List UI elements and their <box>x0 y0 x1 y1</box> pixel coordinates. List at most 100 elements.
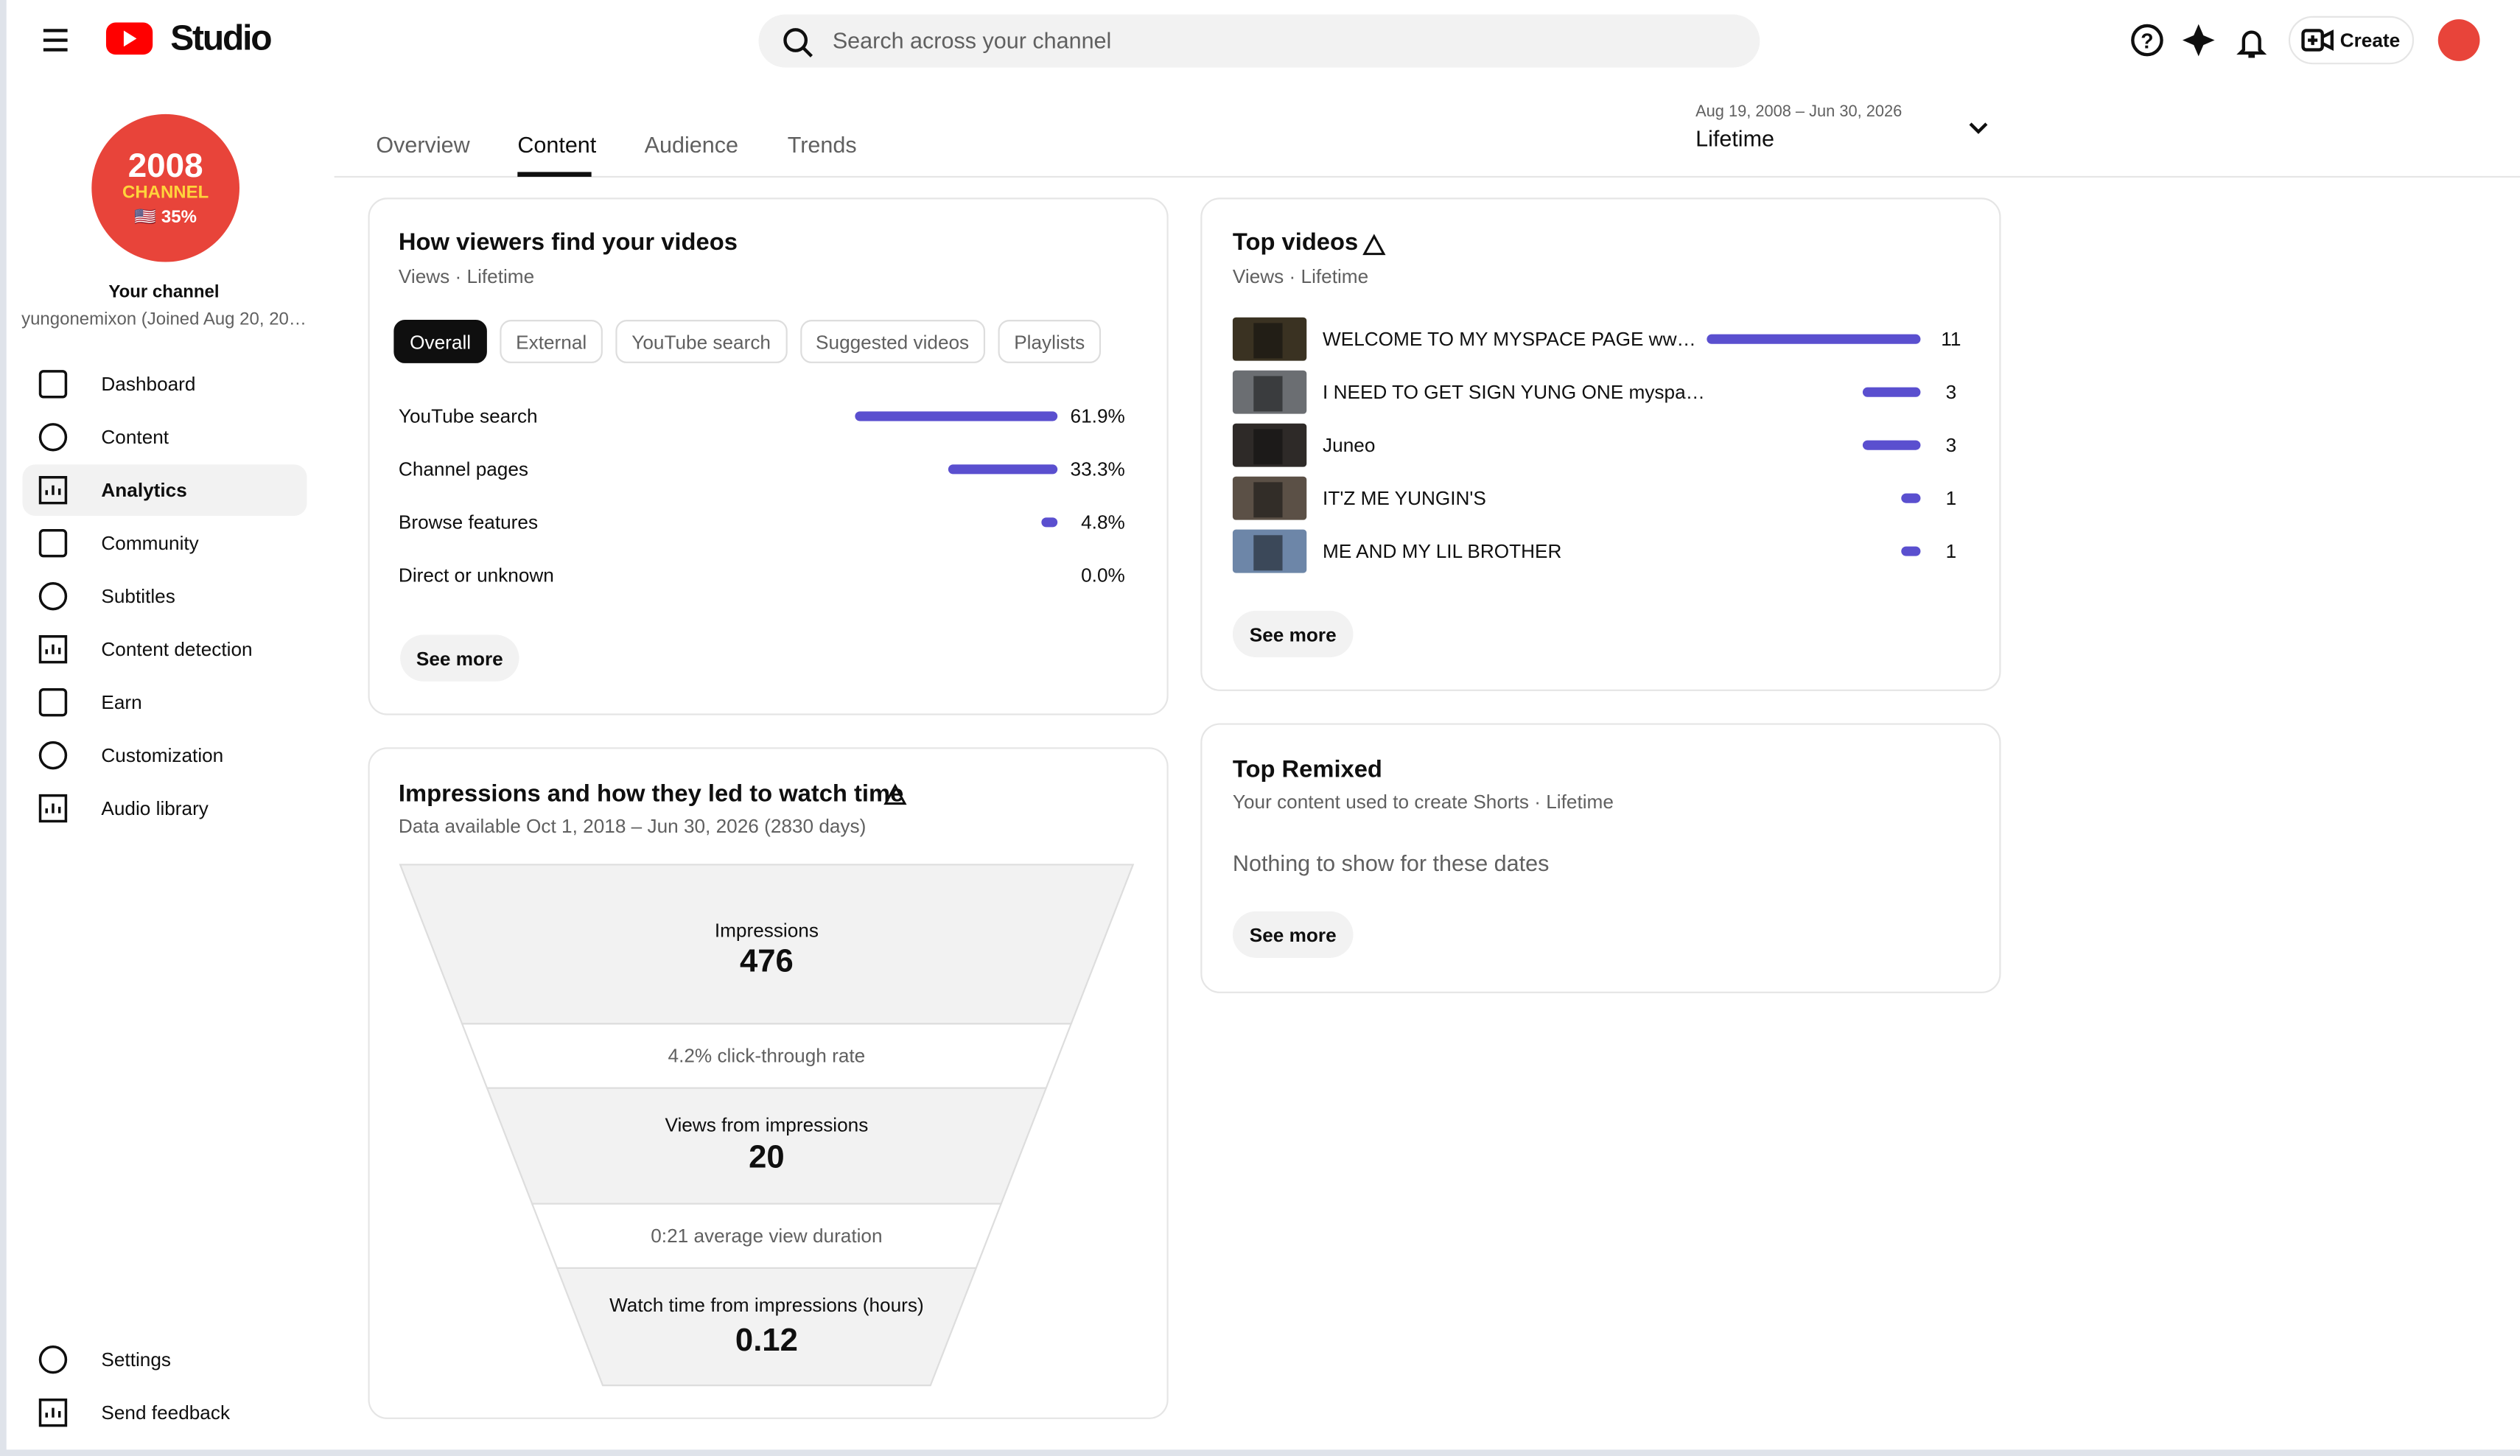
video-title[interactable]: ME AND MY LIL BROTHER <box>1323 539 1562 563</box>
channel-name: yungonemixon (Joined Aug 20, 20… <box>21 309 307 330</box>
card-title: Top Remixed <box>1232 756 1382 784</box>
source-value: 0.0% <box>1081 564 1125 587</box>
nav-item[interactable]: Community <box>101 531 199 555</box>
nav-icon <box>38 582 68 611</box>
card-title: Top videos <box>1232 228 1359 256</box>
funnel-value: 0.12 <box>735 1323 798 1359</box>
date-label[interactable]: Lifetime <box>1695 125 1775 152</box>
nav-highlight <box>22 464 307 517</box>
filter-chip[interactable]: YouTube search <box>615 320 787 363</box>
nav-item[interactable]: Content detection <box>101 637 253 661</box>
views-bar <box>1862 440 1921 450</box>
search-box[interactable] <box>758 14 1760 68</box>
nav-item[interactable]: Dashboard <box>101 373 196 396</box>
empty-message: Nothing to show for these dates <box>1232 850 1550 876</box>
video-thumbnail <box>1253 376 1283 412</box>
nav-icon <box>38 687 68 717</box>
traffic-card <box>368 197 1169 715</box>
funnel-value: 20 <box>749 1140 785 1176</box>
tab[interactable]: Overview <box>376 131 470 158</box>
video-title[interactable]: WELCOME TO MY MYSPACE PAGE ww… <box>1323 327 1696 351</box>
traffic-bar <box>948 464 1058 475</box>
source-label: Browse features <box>398 511 539 534</box>
nav-item[interactable]: Subtitles <box>101 584 175 608</box>
nav-icon <box>38 1345 68 1374</box>
source-label: Channel pages <box>398 458 529 481</box>
views-bar <box>1901 546 1921 556</box>
see-more-button[interactable]: See more <box>400 634 519 682</box>
views-bar <box>1901 493 1921 503</box>
svg-text:?: ? <box>2141 29 2153 53</box>
filter-chip[interactable]: Suggested videos <box>799 320 985 363</box>
nav-icon <box>38 741 68 770</box>
views-value: 3 <box>1945 380 1957 404</box>
chip-row: Overall External YouTube search Suggested v… <box>393 320 1102 363</box>
video-thumbnail <box>1253 323 1283 359</box>
source-value: 4.8% <box>1081 511 1125 534</box>
nav-item[interactable]: Earn <box>101 690 142 714</box>
channel-label: Your channel <box>108 282 220 303</box>
create-button[interactable] <box>2288 15 2415 65</box>
source-value: 61.9% <box>1070 405 1125 428</box>
nav-item[interactable]: Content <box>101 425 169 449</box>
nav-icon <box>38 529 68 558</box>
avatar-text: 🇺🇸 35% <box>134 208 197 228</box>
views-value: 3 <box>1945 433 1957 457</box>
nav-item[interactable]: Analytics <box>101 478 187 502</box>
funnel-label: Impressions <box>714 919 819 942</box>
avatar-text: 2008 <box>127 147 203 185</box>
see-more-button[interactable]: See more <box>1232 610 1354 658</box>
card-title: Impressions and how they led to watch ti… <box>398 780 904 808</box>
nav-icon <box>38 1399 68 1427</box>
traffic-bar <box>854 411 1058 421</box>
filter-chip[interactable]: External <box>500 320 603 363</box>
video-title[interactable]: IT'Z ME YUNGIN'S <box>1323 486 1486 510</box>
tab[interactable]: Audience <box>644 131 738 158</box>
funnel-rate: 4.2% click-through rate <box>668 1044 866 1068</box>
funnel-value: 476 <box>739 944 794 980</box>
filter-chip[interactable]: Overall <box>393 320 487 363</box>
nav-icon <box>38 370 68 399</box>
create-label: Create <box>2339 29 2401 52</box>
nav-icon <box>38 634 68 664</box>
card-title: How viewers find your videos <box>398 228 738 256</box>
filter-chip[interactable]: Playlists <box>998 320 1102 363</box>
source-value: 33.3% <box>1070 458 1125 481</box>
nav-item[interactable]: Settings <box>101 1348 171 1371</box>
video-thumbnail <box>1253 482 1283 518</box>
video-thumbnail <box>1253 535 1283 571</box>
card-subtitle: Data available Oct 1, 2018 – Jun 30, 202… <box>398 814 867 838</box>
tab[interactable]: Trends <box>787 131 857 158</box>
views-bar <box>1862 387 1921 397</box>
views-value: 1 <box>1945 539 1957 563</box>
search-placeholder: Search across your channel <box>832 27 1112 53</box>
traffic-bar <box>1041 517 1058 528</box>
nav-icon <box>38 794 68 823</box>
see-more-button[interactable]: See more <box>1232 911 1354 958</box>
card-subtitle: Your content used to create Shorts · Lif… <box>1232 791 1614 813</box>
nav-item[interactable]: Customization <box>101 743 224 767</box>
video-title[interactable]: I NEED TO GET SIGN YUNG ONE myspa… <box>1323 380 1705 404</box>
tab[interactable]: Content <box>517 131 597 158</box>
video-title[interactable]: Juneo <box>1323 433 1376 457</box>
date-range: Aug 19, 2008 – Jun 30, 2026 <box>1695 103 1903 122</box>
funnel-label: Views from impressions <box>665 1113 869 1137</box>
nav-item[interactable]: Send feedback <box>101 1401 231 1424</box>
views-value: 11 <box>1941 327 1961 351</box>
funnel-rate: 0:21 average view duration <box>651 1225 883 1247</box>
nav-icon <box>38 423 68 452</box>
avatar-text: CHANNEL <box>122 183 209 203</box>
nav-item[interactable]: Audio library <box>101 797 209 820</box>
views-value: 1 <box>1945 486 1957 510</box>
nav-icon <box>38 476 68 505</box>
source-label: YouTube search <box>398 405 538 428</box>
funnel-label: Watch time from impressions (hours) <box>609 1293 924 1317</box>
card-subtitle: Views · Lifetime <box>398 265 535 288</box>
views-bar <box>1707 334 1921 344</box>
funnel-segment <box>556 1267 978 1387</box>
card-subtitle: Views · Lifetime <box>1232 265 1369 288</box>
source-label: Direct or unknown <box>398 564 554 587</box>
